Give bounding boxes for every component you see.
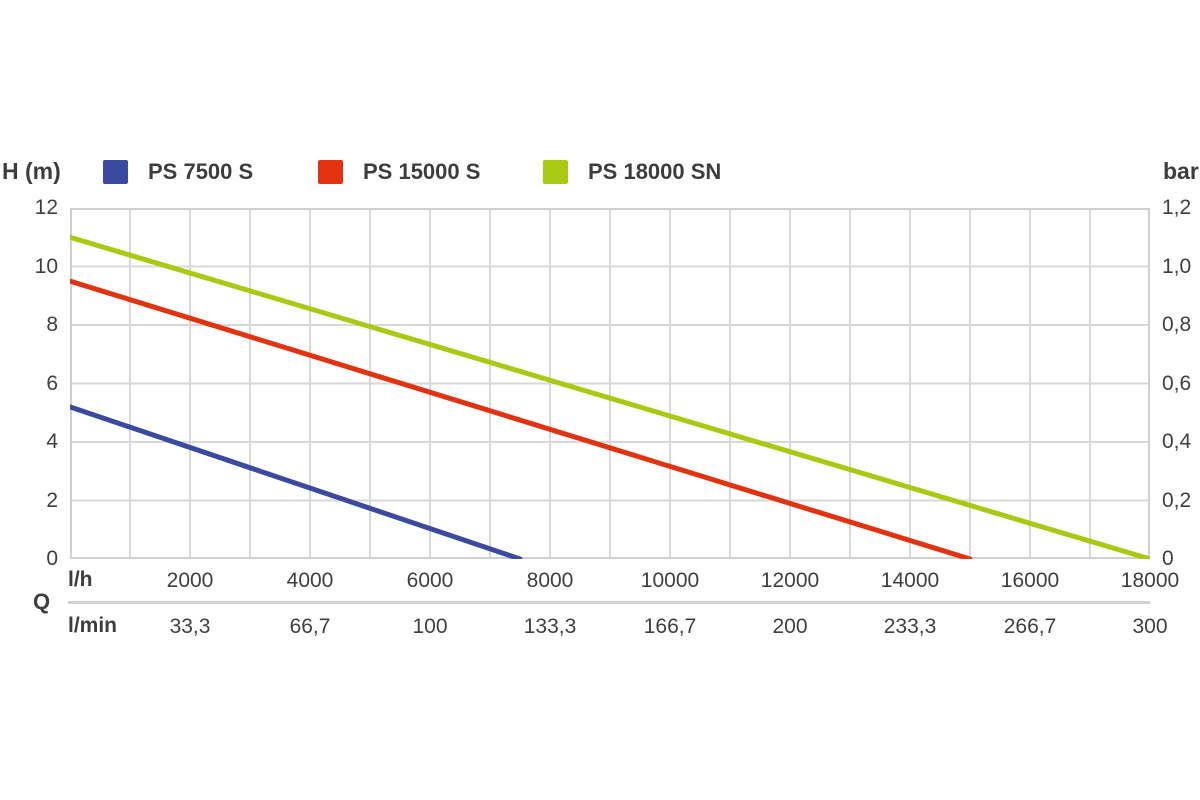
- left-axis-unit-label: H (m): [2, 158, 61, 184]
- x-tick-label: 14000: [880, 569, 940, 592]
- x-tick-label: 166,7: [643, 615, 697, 638]
- x-tick-label: 233,3: [883, 615, 937, 638]
- y-tick-label: 8: [46, 313, 58, 336]
- x-tick-label: 12000: [760, 569, 820, 592]
- legend-item: PS 18000 SN: [543, 159, 721, 185]
- x-tick-label: 8000: [526, 569, 574, 592]
- x-axis-label-q: Q: [33, 589, 51, 614]
- legend-swatch-blue: [103, 160, 128, 184]
- x-axis-row-lmin: 33,3 66,7 100 133,3 166,7 200 233,3 266,7 300: [70, 614, 1180, 640]
- legend-swatch-red: [318, 160, 343, 184]
- x-tick-label: 200: [772, 615, 808, 638]
- x-tick-label: 16000: [1000, 569, 1060, 592]
- y-tick-label: 12: [34, 196, 58, 219]
- y-tick-label: 0,2: [1162, 488, 1192, 512]
- x-tick-label: 300: [1132, 615, 1168, 638]
- y-tick-label: 0: [1162, 547, 1174, 570]
- right-axis-ticks: 1,2 1,0 0,8 0,6 0,4 0,2 0: [1162, 196, 1200, 570]
- y-tick-label: 2: [46, 488, 58, 512]
- legend-label: PS 15000 S: [363, 159, 481, 184]
- y-tick-label: 0,6: [1162, 371, 1192, 395]
- x-tick-label: 10000: [640, 569, 700, 592]
- left-axis-ticks: 12 10 8 6 4 2 0: [0, 196, 58, 570]
- x-tick-label: 133,3: [523, 615, 577, 638]
- legend-label: PS 18000 SN: [588, 159, 722, 184]
- x-tick-label: 100: [412, 615, 448, 638]
- x-tick-label: 6000: [406, 569, 454, 592]
- y-tick-label: 4: [46, 430, 58, 453]
- y-tick-label: 6: [46, 371, 58, 395]
- x-tick-label: 4000: [286, 569, 334, 592]
- y-tick-label: 0,8: [1162, 313, 1192, 336]
- y-tick-label: 0: [46, 547, 58, 570]
- x-axis-row-lh: 2000 4000 6000 8000 10000 12000 14000 16000 1800…: [70, 568, 1180, 594]
- legend-swatch-green: [543, 160, 568, 184]
- x-tick-label: 266,7: [1003, 615, 1057, 638]
- series-line-ps-7500-s: [70, 404, 523, 559]
- y-tick-label: 0,4: [1162, 430, 1192, 453]
- series-line-ps-18000-sn: [70, 234, 1150, 559]
- x-tick-label: 66,7: [289, 615, 331, 638]
- x-tick-label: 33,3: [169, 615, 211, 638]
- right-axis-unit-label: bar: [1163, 158, 1199, 184]
- y-tick-label: 1,2: [1162, 196, 1192, 219]
- y-tick-label: 1,0: [1162, 254, 1192, 278]
- plot-border: [70, 208, 1150, 559]
- plot-svg: [70, 208, 1150, 559]
- series-line-ps-15000-s: [70, 278, 973, 559]
- x-axis-row-divider: [68, 601, 1150, 604]
- legend-label: PS 7500 S: [148, 159, 254, 184]
- plot-area: [70, 208, 1150, 559]
- x-tick-label: 2000: [166, 569, 214, 592]
- legend-item: PS 7500 S: [103, 159, 253, 185]
- legend-item: PS 15000 S: [318, 159, 480, 185]
- x-axis-unit-lh: l/h: [68, 568, 93, 591]
- x-axis-unit-lmin: l/min: [68, 614, 118, 637]
- x-tick-label: 18000: [1120, 569, 1180, 592]
- y-tick-label: 10: [34, 254, 58, 278]
